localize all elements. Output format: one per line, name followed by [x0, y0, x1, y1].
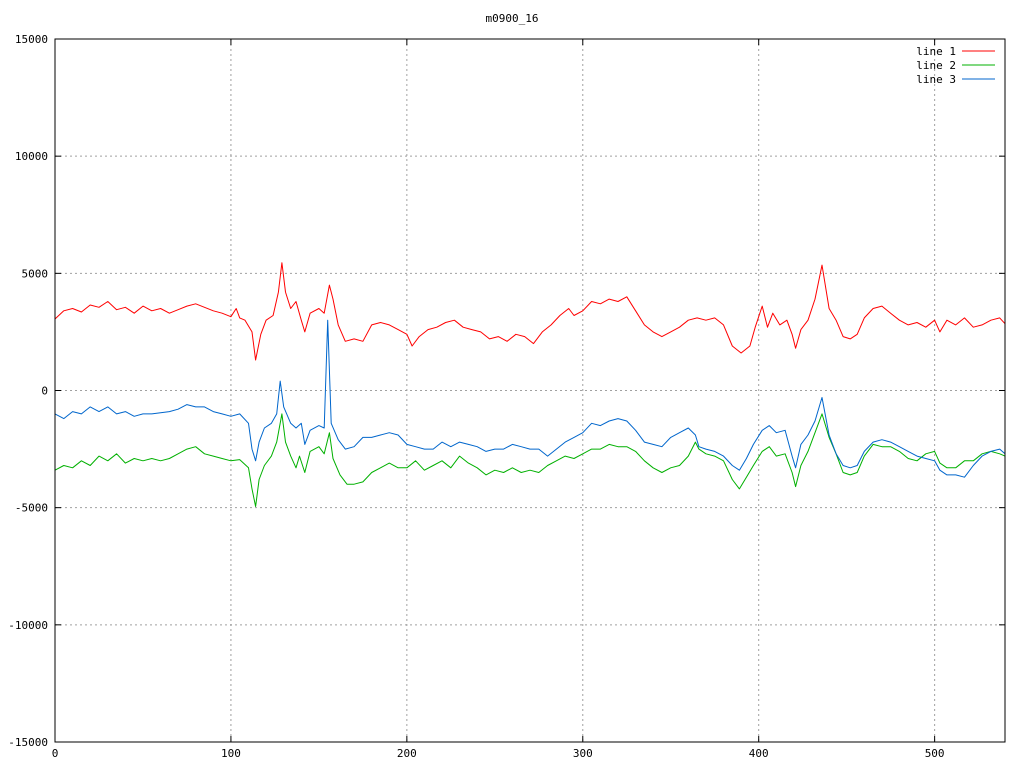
chart-title: m0900_16: [486, 12, 539, 25]
y-tick-label: 0: [41, 385, 48, 398]
legend-label-2: line 2: [916, 59, 956, 72]
y-tick-label: 15000: [15, 33, 48, 46]
legend-label-1: line 1: [916, 45, 956, 58]
legend-label-3: line 3: [916, 73, 956, 86]
series-line-3: [54, 319, 1006, 478]
x-tick-label: 0: [52, 747, 59, 760]
series-line-1: [54, 262, 1006, 361]
series-group: [54, 262, 1006, 507]
y-tick-label: -5000: [15, 502, 48, 515]
x-tick-label: 100: [221, 747, 241, 760]
y-tick-label: 10000: [15, 150, 48, 163]
x-tick-label: 300: [573, 747, 593, 760]
x-tick-label: 400: [749, 747, 769, 760]
grid: [55, 39, 1005, 742]
axis-ticks: -15000 -10000 -5000 0 5000 10000 15000 0 100 200 3…: [8, 33, 1005, 760]
series-line-2: [54, 413, 1006, 507]
y-tick-label: -10000: [8, 619, 48, 632]
y-tick-label: -15000: [8, 736, 48, 749]
x-tick-label: 200: [397, 747, 417, 760]
x-tick-label: 500: [925, 747, 945, 760]
y-tick-label: 5000: [22, 267, 49, 280]
